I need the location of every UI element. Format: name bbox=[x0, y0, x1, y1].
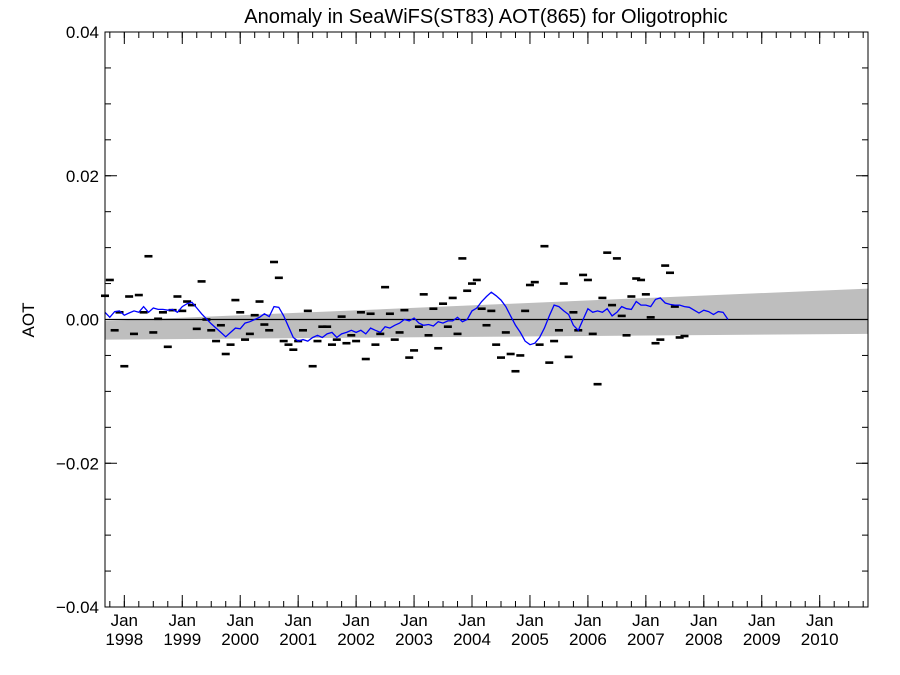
x-tick-label-month: Jan bbox=[516, 611, 543, 630]
chart-title: Anomaly in SeaWiFS(ST83) AOT(865) for Ol… bbox=[244, 6, 728, 28]
y-tick-label: −0.04 bbox=[56, 598, 99, 617]
axes-layer: −0.04−0.020.000.020.04Jan1998Jan1999Jan2… bbox=[56, 23, 869, 649]
x-tick-label-year: 1998 bbox=[105, 630, 143, 649]
x-tick-label-month: Jan bbox=[806, 611, 833, 630]
y-tick-label: 0.04 bbox=[66, 23, 99, 42]
x-tick-label-year: 2003 bbox=[395, 630, 433, 649]
x-tick-label-year: 2005 bbox=[511, 630, 549, 649]
x-tick-label-year: 2000 bbox=[221, 630, 259, 649]
x-tick-label-month: Jan bbox=[227, 611, 254, 630]
y-tick-label: 0.02 bbox=[66, 167, 99, 186]
y-tick-label: 0.00 bbox=[66, 311, 99, 330]
x-tick-label-month: Jan bbox=[574, 611, 601, 630]
x-tick-label-month: Jan bbox=[400, 611, 427, 630]
x-tick-label-year: 2002 bbox=[337, 630, 375, 649]
trend-band bbox=[105, 288, 868, 340]
x-tick-label-year: 2006 bbox=[569, 630, 607, 649]
x-tick-label-month: Jan bbox=[632, 611, 659, 630]
x-tick-label-year: 2009 bbox=[743, 630, 781, 649]
y-axis-label: AOT bbox=[19, 303, 38, 338]
x-tick-label-year: 2001 bbox=[279, 630, 317, 649]
series-layer bbox=[101, 244, 729, 386]
y-tick-label: −0.02 bbox=[56, 454, 99, 473]
x-tick-label-month: Jan bbox=[284, 611, 311, 630]
x-tick-label-month: Jan bbox=[748, 611, 775, 630]
x-tick-label-month: Jan bbox=[111, 611, 138, 630]
x-tick-label-month: Jan bbox=[690, 611, 717, 630]
x-tick-label-year: 2007 bbox=[627, 630, 665, 649]
x-tick-label-year: 2004 bbox=[453, 630, 491, 649]
x-tick-label-year: 2010 bbox=[801, 630, 839, 649]
x-tick-label-month: Jan bbox=[458, 611, 485, 630]
trend-band-layer bbox=[105, 288, 868, 340]
series-line-1 bbox=[104, 291, 729, 346]
x-tick-label-year: 2008 bbox=[685, 630, 723, 649]
x-tick-label-month: Jan bbox=[342, 611, 369, 630]
x-tick-label-month: Jan bbox=[169, 611, 196, 630]
x-tick-label-year: 1999 bbox=[163, 630, 201, 649]
